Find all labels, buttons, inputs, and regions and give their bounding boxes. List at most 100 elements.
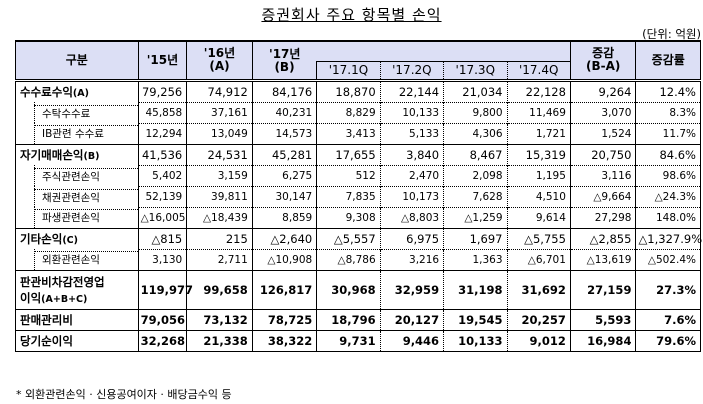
cell-value: 7,835 — [316, 185, 381, 207]
cell-value: 52,139 — [137, 185, 188, 207]
cell-value: 9,446 — [379, 329, 445, 352]
cell-value: 27,298 — [569, 206, 637, 228]
cell-value: 27.3% — [635, 269, 701, 309]
row-label: 판관비차감전영업 이익(A+B+C) — [15, 269, 139, 309]
unit-label: (단위: 억원) — [642, 27, 701, 41]
row-label: 기타손익(C) — [15, 227, 139, 249]
cell-value: 6,275 — [251, 164, 318, 186]
cell-value: 148.0% — [635, 206, 701, 228]
header-category: 구분 — [15, 40, 139, 80]
cell-value: 9,731 — [316, 329, 381, 352]
cell-value: 11.7% — [635, 122, 701, 144]
row-label: 파생관련손익 — [15, 207, 139, 228]
cell-value: 18,796 — [316, 308, 381, 330]
cell-value: △10,908 — [251, 248, 318, 270]
cell-value: 17,655 — [316, 143, 381, 165]
cell-value: 15,319 — [506, 143, 571, 165]
cell-value: 3,159 — [186, 164, 253, 186]
header-q4: '17.4Q — [506, 60, 571, 80]
cell-value: 21,338 — [186, 329, 253, 352]
cell-value: △13,619 — [569, 248, 637, 270]
header-q3: '17.3Q — [443, 60, 508, 80]
cell-value: 98.6% — [635, 164, 701, 186]
cell-value: 3,130 — [137, 248, 188, 270]
cell-value: 74,912 — [186, 78, 253, 102]
table-row: 수수료수익(A) 79,256 74,912 84,176 18,870 22,144 21… — [15, 78, 701, 102]
cell-value: 119,977 — [137, 269, 193, 309]
cell-value: △18,439 — [186, 206, 253, 228]
cell-value: 16,984 — [569, 329, 637, 352]
table-row: 판관비차감전영업 이익(A+B+C) 119,977 99,658 126,817 30,… — [15, 269, 701, 309]
table-row: 수탁수수료 45,858 37,161 40,231 8,829 10,133 9,800 1… — [15, 101, 701, 123]
cell-value: 18,870 — [316, 78, 381, 102]
cell-value: △2,640 — [251, 227, 318, 249]
header-2017: '17년 — [251, 40, 317, 61]
header-2015: '15년 — [137, 40, 188, 80]
cell-value: 9,308 — [316, 206, 381, 228]
cell-value: 3,413 — [316, 122, 381, 144]
cell-value: 31,692 — [506, 269, 571, 309]
cell-value: 20,127 — [379, 308, 445, 330]
cell-value: 40,231 — [251, 101, 318, 123]
cell-value: 6,975 — [379, 227, 445, 249]
cell-value: 14,573 — [251, 122, 318, 144]
table-row: IB관련 수수료 12,294 13,049 14,573 3,413 5,133 4,30… — [15, 122, 701, 144]
cell-value: 21,034 — [443, 78, 508, 102]
cell-value: 30,968 — [316, 269, 381, 309]
cell-value: 27,159 — [569, 269, 637, 309]
cell-value: 4,510 — [506, 185, 571, 207]
header-2016: '16년 (A) — [186, 40, 253, 80]
header-rate: 증감률 — [635, 40, 701, 80]
row-label: 자기매매손익(B) — [15, 143, 139, 165]
row-label: 주식관련손익 — [15, 165, 139, 186]
cell-value: 39,811 — [186, 185, 253, 207]
cell-value: 10,133 — [379, 101, 445, 123]
cell-value: 9,264 — [569, 78, 637, 102]
cell-value: 11,469 — [506, 101, 571, 123]
cell-value: 1,363 — [443, 248, 508, 270]
cell-value: △815 — [137, 227, 188, 249]
cell-value: 84,176 — [251, 78, 318, 102]
cell-value: 8.3% — [635, 101, 701, 123]
cell-value: 78,725 — [251, 308, 318, 330]
cell-value: 4,306 — [443, 122, 508, 144]
cell-value: 22,144 — [379, 78, 445, 102]
footnote: * 외환관련손익 · 신용공여이자 · 배당금수익 등 — [16, 388, 232, 401]
row-label: 채권관련손익 — [15, 186, 139, 207]
row-label: 판매관리비 — [15, 308, 139, 330]
cell-value: 3,216 — [379, 248, 445, 270]
cell-value: △5,755 — [506, 227, 571, 249]
cell-value: 22,128 — [506, 78, 571, 102]
cell-value: 19,545 — [443, 308, 508, 330]
table-row: 판매관리비 79,056 73,132 78,725 18,796 20,127 19,54… — [15, 308, 701, 330]
cell-value: 126,817 — [251, 269, 318, 309]
table-row: 자기매매손익(B) 41,536 24,531 45,281 17,655 3,840 8,… — [15, 143, 701, 165]
cell-value: 5,593 — [569, 308, 637, 330]
header-change: 증감 (B-A) — [569, 40, 637, 80]
cell-value: 3,116 — [569, 164, 637, 186]
cell-value: 79.6% — [635, 329, 701, 352]
cell-value: 79,256 — [137, 78, 188, 102]
header-q2: '17.2Q — [379, 60, 445, 80]
cell-value: △1,259 — [443, 206, 508, 228]
header-q1: '17.1Q — [316, 60, 381, 80]
cell-value: 1,524 — [569, 122, 637, 144]
row-label: 당기순이익 — [15, 329, 139, 352]
cell-value: 24,531 — [186, 143, 253, 165]
cell-value: 8,829 — [316, 101, 381, 123]
cell-value: 99,658 — [186, 269, 253, 309]
cell-value: 5,133 — [379, 122, 445, 144]
table-row: 파생관련손익 △16,005 △18,439 8,859 9,308 △8,803 △1,2… — [15, 206, 701, 228]
cell-value: 5,402 — [137, 164, 188, 186]
table-row: 주식관련손익 5,402 3,159 6,275 512 2,470 2,098 1,195 3… — [15, 164, 701, 186]
cell-value: 45,858 — [137, 101, 188, 123]
cell-value: 1,721 — [506, 122, 571, 144]
header-2017-quarters-span — [316, 40, 571, 61]
cell-value: 7,628 — [443, 185, 508, 207]
cell-value: 3,070 — [569, 101, 637, 123]
row-label: 수탁수수료 — [15, 102, 139, 123]
row-label: 외환관련손익 — [15, 249, 139, 270]
cell-value: 20,750 — [569, 143, 637, 165]
cell-value: 32,959 — [379, 269, 445, 309]
cell-value: △16,005 — [137, 206, 188, 228]
